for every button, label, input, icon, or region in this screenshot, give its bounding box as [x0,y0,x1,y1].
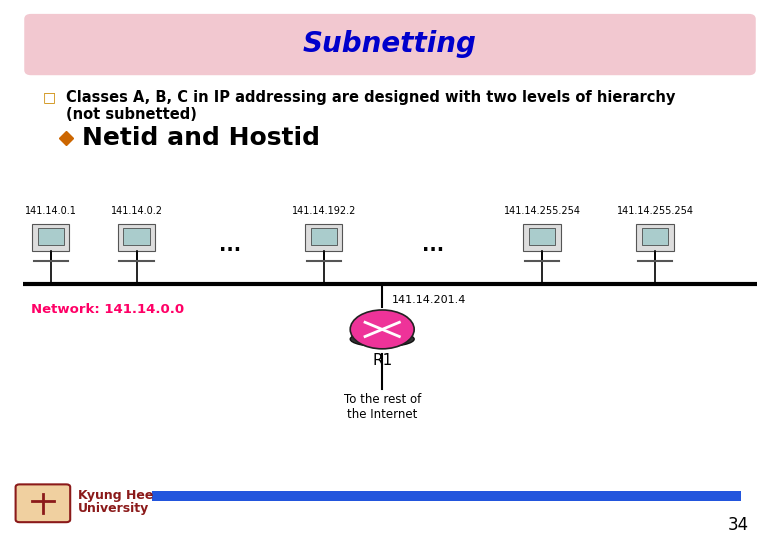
Text: Kyung Hee: Kyung Hee [78,489,154,502]
Text: 141.14.192.2: 141.14.192.2 [292,206,356,216]
FancyBboxPatch shape [118,224,155,251]
Text: 141.14.255.254: 141.14.255.254 [504,206,580,216]
FancyBboxPatch shape [636,224,674,251]
Text: Classes A, B, C in IP addressing are designed with two levels of hierarchy: Classes A, B, C in IP addressing are des… [66,90,675,105]
FancyBboxPatch shape [152,491,741,501]
Text: Subnetting: Subnetting [303,30,477,58]
Text: R1: R1 [372,353,392,368]
Text: □: □ [43,90,56,104]
FancyBboxPatch shape [16,484,70,522]
Text: 141.14.0.2: 141.14.0.2 [111,206,162,216]
Text: 34: 34 [728,516,749,534]
FancyBboxPatch shape [310,228,337,245]
Text: ...: ... [422,236,444,255]
Text: 141.14.201.4: 141.14.201.4 [392,295,466,305]
Text: University: University [78,502,149,515]
Text: 141.14.255.254: 141.14.255.254 [617,206,693,216]
Text: Netid and Hostid: Netid and Hostid [82,126,320,150]
FancyBboxPatch shape [25,15,755,75]
FancyBboxPatch shape [123,228,150,245]
Text: To the rest of
the Internet: To the rest of the Internet [343,393,421,421]
Text: 141.14.0.1: 141.14.0.1 [25,206,76,216]
Text: (not subnetted): (not subnetted) [66,107,197,122]
Text: Network: 141.14.0.0: Network: 141.14.0.0 [31,303,184,316]
FancyBboxPatch shape [305,224,342,251]
FancyBboxPatch shape [32,224,69,251]
Text: ...: ... [219,236,241,255]
FancyBboxPatch shape [37,228,64,245]
Ellipse shape [350,310,414,349]
FancyBboxPatch shape [529,228,555,245]
FancyBboxPatch shape [642,228,668,245]
Ellipse shape [350,332,414,347]
FancyBboxPatch shape [523,224,561,251]
